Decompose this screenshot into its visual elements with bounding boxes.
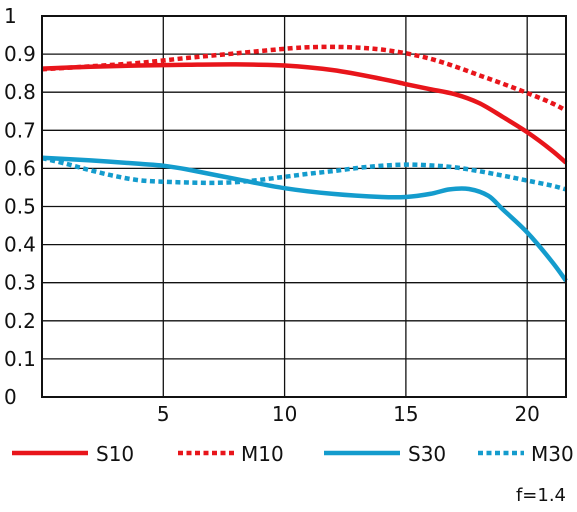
y-tick-label: 0.5	[4, 195, 36, 219]
y-tick-label: 0.8	[4, 80, 36, 104]
y-tick-label: 0.7	[4, 118, 36, 142]
y-axis-tick-labels: 0 0.1 0.2 0.3 0.4 0.5 0.6 0.7 0.8 0.9 1	[4, 4, 36, 409]
legend-label-m30: M30	[531, 442, 574, 466]
y-tick-label: 0.6	[4, 156, 36, 180]
aperture-annotation: f=1.4	[516, 485, 566, 506]
x-tick-label: 5	[157, 402, 170, 426]
y-tick-label: 0.2	[4, 309, 36, 333]
y-tick-label: 0.3	[4, 271, 36, 295]
series-line-m10	[41, 44, 568, 113]
x-tick-label: 10	[272, 402, 297, 426]
series-lines	[41, 44, 568, 283]
plot-frame	[41, 15, 567, 398]
x-tick-label: 15	[393, 402, 418, 426]
grid-lines	[42, 15, 566, 398]
legend-label-s30: S30	[408, 442, 446, 466]
y-tick-label: 1	[4, 4, 17, 28]
legend: S10 M10 S30 M30	[12, 442, 574, 466]
x-axis-tick-labels: 5 10 15 20	[157, 402, 540, 426]
series-line-s10	[41, 62, 568, 165]
legend-label-m10: M10	[241, 442, 284, 466]
series-line-s30	[41, 155, 568, 283]
y-tick-label: 0.4	[4, 233, 36, 257]
y-tick-label: 0.9	[4, 42, 36, 66]
y-tick-label: 0.1	[4, 347, 36, 371]
legend-label-s10: S10	[96, 442, 134, 466]
y-tick-label: 0	[4, 385, 17, 409]
x-tick-label: 20	[514, 402, 539, 426]
